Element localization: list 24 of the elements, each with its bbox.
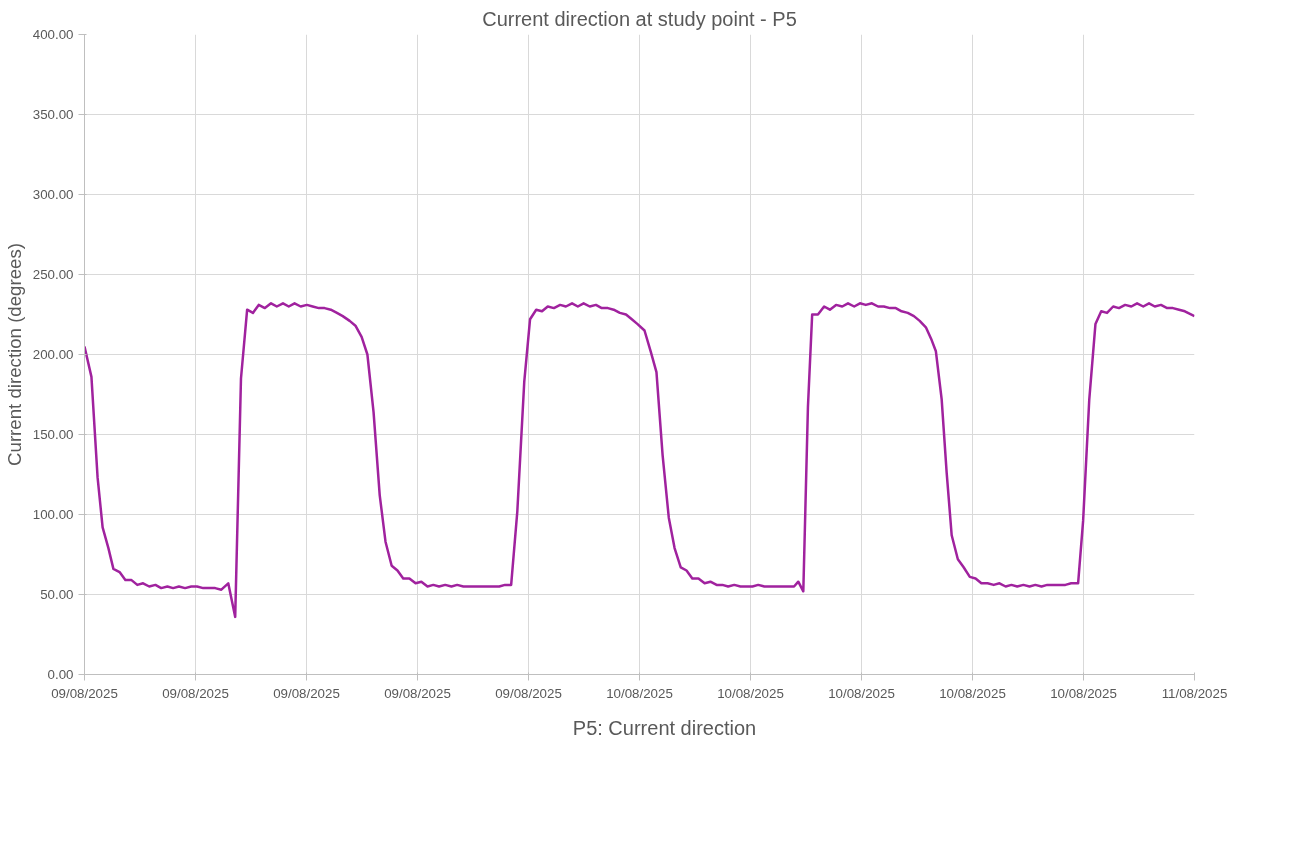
y-tick-label: 250.00: [32, 267, 74, 282]
x-tick-label: 09/08/2025: [51, 685, 118, 701]
x-tick-label: 09/08/2025: [384, 685, 451, 701]
x-tick-label: 10/08/2025: [717, 685, 784, 701]
y-tick-label: 150.00: [32, 427, 74, 442]
y-tick-label: 50.00: [40, 587, 74, 602]
text: P5: Current direction: [572, 716, 757, 740]
y-tick-label: 400.00: [32, 27, 74, 42]
chart-title: Current direction at study point - P5: [482, 7, 797, 30]
y-axis-title: Current direction (degrees): [3, 243, 25, 466]
x-tick-label: 10/08/2025: [1050, 685, 1117, 701]
x-tick-label: 09/08/2025: [162, 685, 229, 701]
y-tick-label: 200.00: [32, 347, 74, 362]
x-tick-label: 11/08/2025: [1161, 685, 1228, 701]
x-tick-label: 10/08/2025: [606, 685, 673, 701]
x-tick-label: 10/08/2025: [828, 685, 895, 701]
x-tick-label: 10/08/2025: [939, 685, 1006, 701]
y-tick-label: 350.00: [32, 107, 74, 122]
y-tick-label: 100.00: [32, 507, 74, 522]
line-series: [84, 302, 1195, 619]
y-tick-label: 0.00: [47, 667, 74, 682]
x-tick-label: 09/08/2025: [495, 685, 562, 701]
y-tick-label: 300.00: [32, 187, 74, 202]
x-tick-label: 09/08/2025: [273, 685, 340, 701]
